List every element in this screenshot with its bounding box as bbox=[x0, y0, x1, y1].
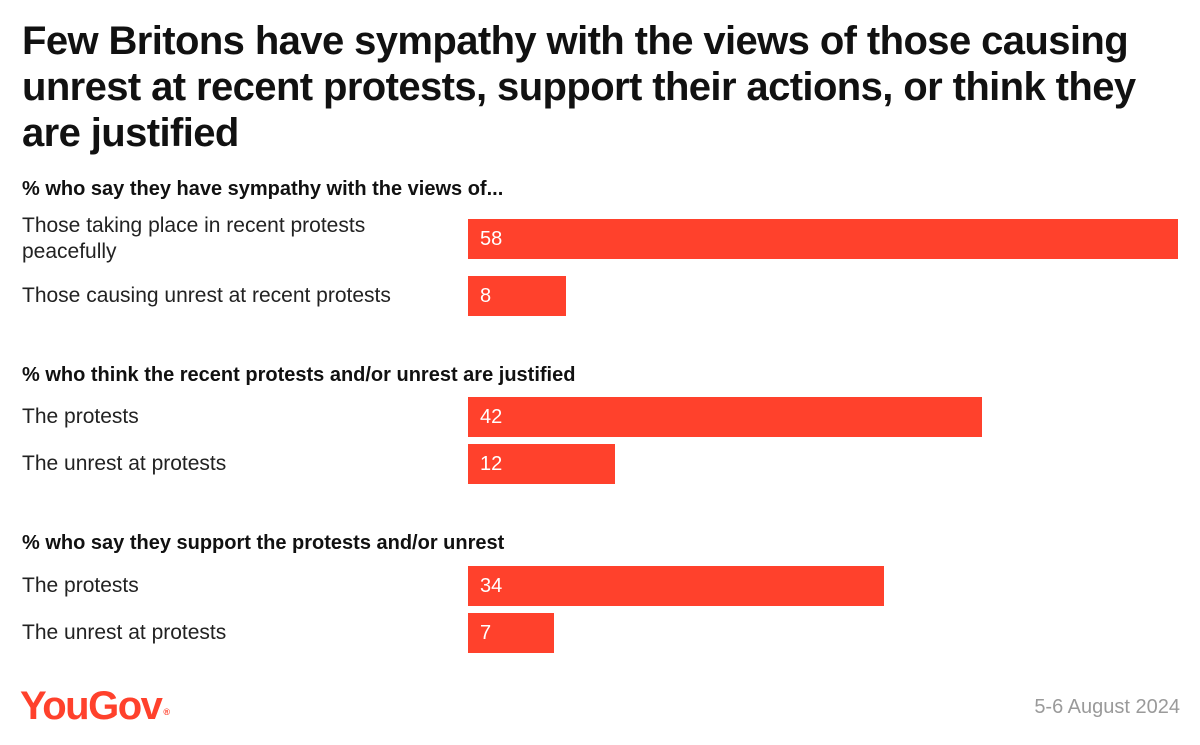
section-heading: % who think the recent protests and/or u… bbox=[22, 364, 576, 386]
bar: 12 bbox=[468, 444, 615, 484]
bar-value-label: 12 bbox=[480, 453, 503, 475]
bar-value-label: 42 bbox=[480, 406, 503, 428]
bar: 58 bbox=[468, 219, 1178, 259]
category-label: The unrest at protests bbox=[22, 621, 227, 644]
yougov-logo: YouGov ® bbox=[20, 683, 170, 729]
logo-text: YouGov bbox=[20, 684, 163, 728]
chart-title: Few Britons have sympathy with the views… bbox=[22, 19, 1136, 155]
section-heading: % who say they have sympathy with the vi… bbox=[22, 178, 504, 200]
category-label: The protests bbox=[22, 405, 139, 428]
bar-value-label: 34 bbox=[480, 575, 503, 597]
bar: 8 bbox=[468, 276, 566, 316]
category-label: Those causing unrest at recent protests bbox=[22, 284, 391, 307]
bar-value-label: 7 bbox=[480, 622, 492, 644]
category-label: Those taking place in recent protests pe… bbox=[22, 214, 366, 263]
survey-date: 5-6 August 2024 bbox=[1034, 696, 1180, 718]
bar-value-label: 8 bbox=[480, 285, 492, 307]
registered-mark: ® bbox=[163, 707, 171, 717]
bar-value-label: 58 bbox=[480, 228, 503, 250]
bar: 7 bbox=[468, 613, 554, 653]
category-label: The unrest at protests bbox=[22, 452, 227, 475]
bar: 42 bbox=[468, 397, 982, 437]
category-label: The protests bbox=[22, 574, 139, 597]
bar: 34 bbox=[468, 566, 884, 606]
section-heading: % who say they support the protests and/… bbox=[22, 532, 505, 554]
